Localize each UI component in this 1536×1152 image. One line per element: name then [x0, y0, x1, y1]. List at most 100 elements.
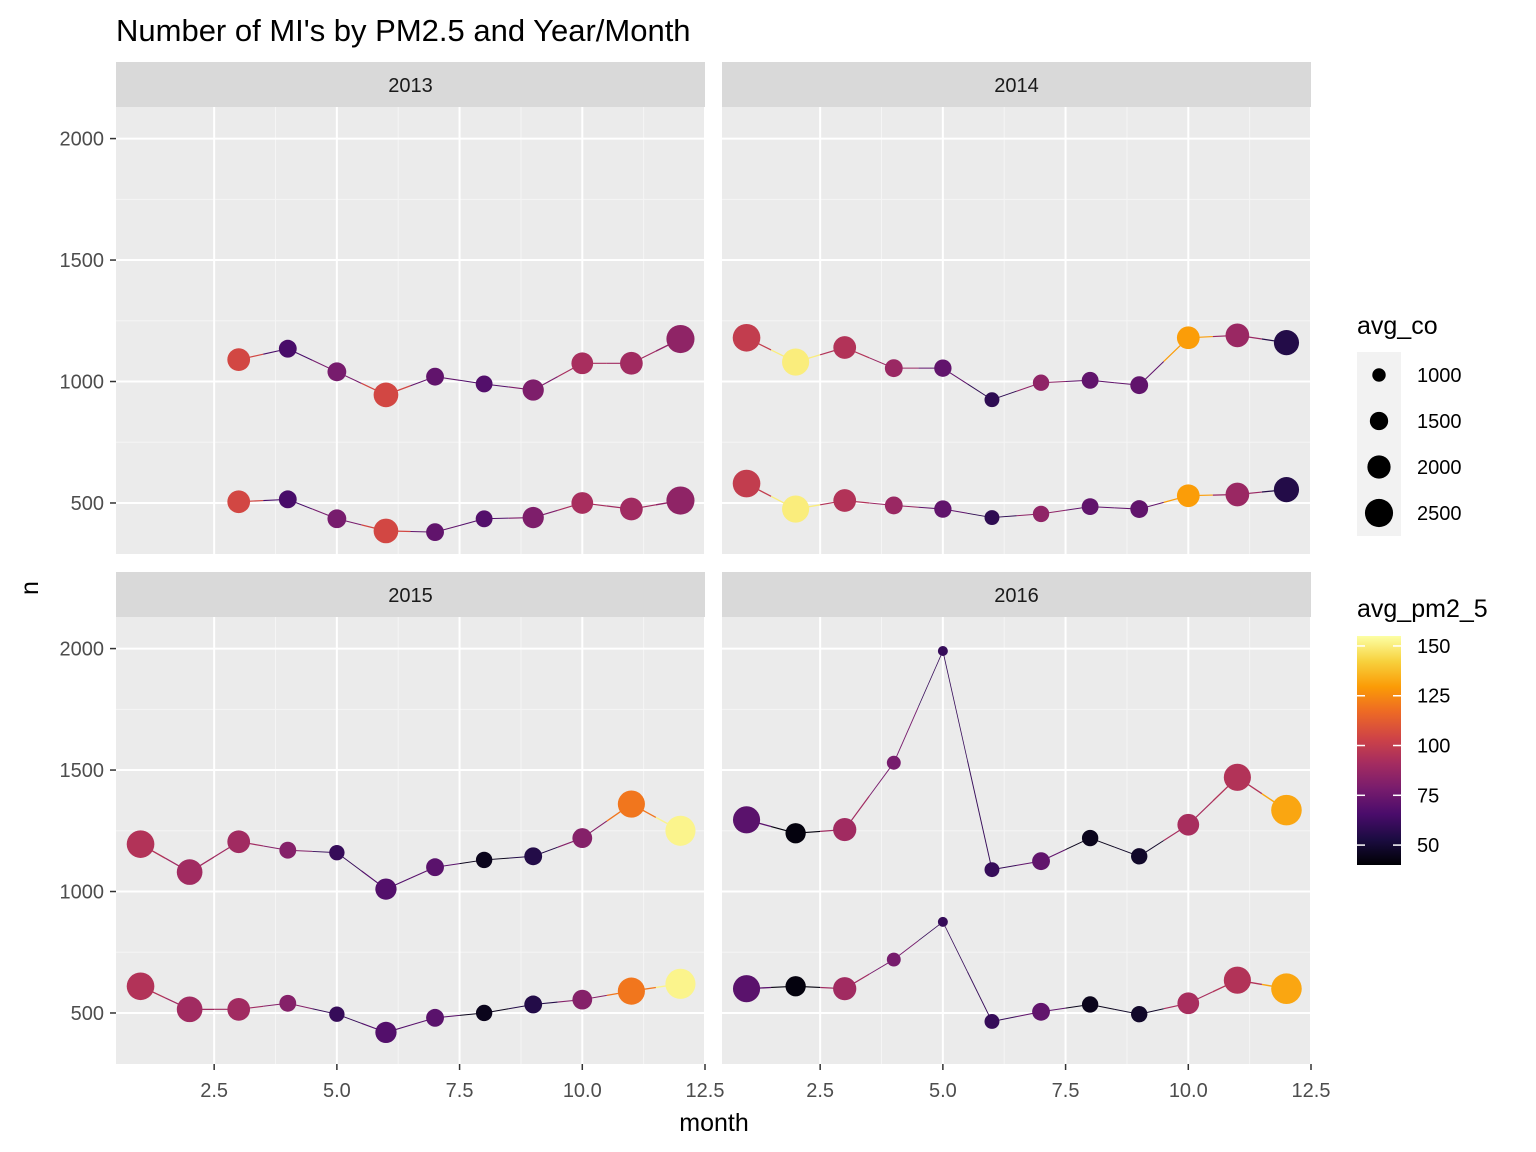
- legend-size-label: 2500: [1417, 503, 1462, 525]
- data-point: [934, 500, 952, 518]
- data-point: [1177, 992, 1200, 1015]
- facet-strip: [116, 62, 705, 107]
- data-point: [1032, 852, 1050, 871]
- x-tick-label: 2.5: [200, 1080, 228, 1102]
- data-point: [665, 968, 696, 999]
- legend-size-label: 2000: [1417, 457, 1462, 479]
- data-point: [571, 492, 594, 514]
- legend-colorbar-label: 150: [1417, 636, 1450, 658]
- facet-panel-2015: 2015 500 1000 1500 2000 2.5 5.0 7.5 10.0 12.5: [60, 572, 725, 1102]
- data-point: [732, 806, 761, 834]
- series-line-segment: [966, 760, 993, 870]
- legend-size-label: 1000: [1417, 365, 1462, 387]
- data-point: [732, 975, 761, 1003]
- data-point: [833, 817, 857, 842]
- legend-colorbar: [1357, 636, 1401, 865]
- data-point: [329, 844, 345, 861]
- data-point: [833, 336, 857, 359]
- series-line-segment: [942, 650, 968, 761]
- y-tick-label: 1500: [60, 760, 105, 782]
- series-line-segment: [942, 921, 968, 972]
- legend-size-key: [1367, 455, 1391, 479]
- data-point: [833, 977, 857, 1001]
- data-point: [1081, 498, 1099, 516]
- data-point: [617, 977, 645, 1005]
- data-point: [1032, 1002, 1050, 1021]
- data-point: [126, 830, 155, 858]
- legend-colorbar-label: 50: [1417, 835, 1439, 857]
- facet-strip: [116, 572, 705, 617]
- data-point: [373, 518, 399, 544]
- y-tick-label: 1000: [60, 372, 105, 394]
- series-line-segment: [966, 971, 993, 1022]
- data-point: [1271, 794, 1302, 826]
- data-point: [785, 823, 806, 844]
- x-tick-label: 10.0: [563, 1080, 602, 1102]
- data-point: [884, 359, 903, 378]
- y-tick-label: 1500: [60, 250, 105, 272]
- panel-background: [116, 617, 705, 1064]
- facet-panel-2016: 2016 2.5 5.0 7.5 10.0 12.5: [722, 572, 1330, 1102]
- x-tick-label: 2.5: [806, 1080, 834, 1102]
- legend-avg-co: avg_co 1000 1500 2000 2500: [1357, 312, 1462, 536]
- data-point: [666, 324, 695, 354]
- chart-title: Number of MI's by PM2.5 and Year/Month: [116, 13, 691, 48]
- data-point: [732, 323, 761, 352]
- x-tick-label: 10.0: [1169, 1080, 1208, 1102]
- legend-color-title: avg_pm2_5: [1357, 595, 1488, 623]
- data-point: [1131, 1006, 1148, 1023]
- legend-colorbar-label: 125: [1417, 686, 1450, 708]
- legend-size-title: avg_co: [1357, 312, 1438, 340]
- data-point: [1131, 848, 1148, 865]
- data-point: [278, 490, 297, 509]
- data-point: [279, 841, 297, 859]
- x-tick-label: 7.5: [1052, 1080, 1080, 1102]
- data-point: [886, 952, 901, 967]
- legend-colorbar-label: 100: [1417, 736, 1450, 758]
- data-point: [934, 359, 952, 377]
- series-line-segment: [893, 706, 919, 763]
- x-tick-label: 12.5: [686, 1080, 725, 1102]
- data-point: [782, 348, 810, 376]
- data-point: [1177, 813, 1200, 836]
- data-point: [475, 375, 493, 393]
- data-point: [1130, 500, 1149, 518]
- facet-strip-label: 2016: [994, 585, 1039, 607]
- panel-background: [722, 107, 1311, 554]
- facet-strip-label: 2015: [388, 585, 433, 607]
- data-point: [620, 497, 643, 521]
- data-point: [227, 348, 251, 372]
- data-point: [375, 1021, 397, 1044]
- data-point: [475, 1004, 493, 1022]
- data-point: [524, 847, 543, 866]
- data-point: [572, 828, 593, 848]
- x-tick-label: 12.5: [1292, 1080, 1331, 1102]
- data-point: [327, 509, 347, 529]
- facet-strip-label: 2013: [388, 75, 433, 97]
- facet-strip: [722, 62, 1311, 107]
- data-point: [833, 489, 857, 512]
- data-point: [1176, 484, 1200, 508]
- facet-strip-label: 2014: [994, 75, 1039, 97]
- data-point: [1273, 330, 1300, 356]
- data-point: [227, 490, 251, 514]
- data-point: [1032, 505, 1050, 523]
- data-point: [375, 878, 397, 900]
- x-tick-label: 7.5: [446, 1080, 474, 1102]
- facet-panels: 2013500100015002000201420155001000150020…: [60, 62, 1330, 1102]
- data-point: [785, 976, 806, 997]
- data-point: [984, 510, 1000, 526]
- data-point: [617, 790, 645, 818]
- data-point: [620, 351, 643, 375]
- data-point: [984, 392, 1000, 408]
- data-point: [475, 510, 493, 528]
- data-point: [126, 972, 155, 1001]
- data-point: [1081, 996, 1099, 1013]
- data-point: [1271, 973, 1302, 1004]
- data-point: [227, 997, 251, 1021]
- data-point: [782, 495, 810, 523]
- y-tick-label: 500: [71, 1003, 104, 1025]
- data-point: [1223, 763, 1251, 791]
- data-point: [475, 851, 493, 869]
